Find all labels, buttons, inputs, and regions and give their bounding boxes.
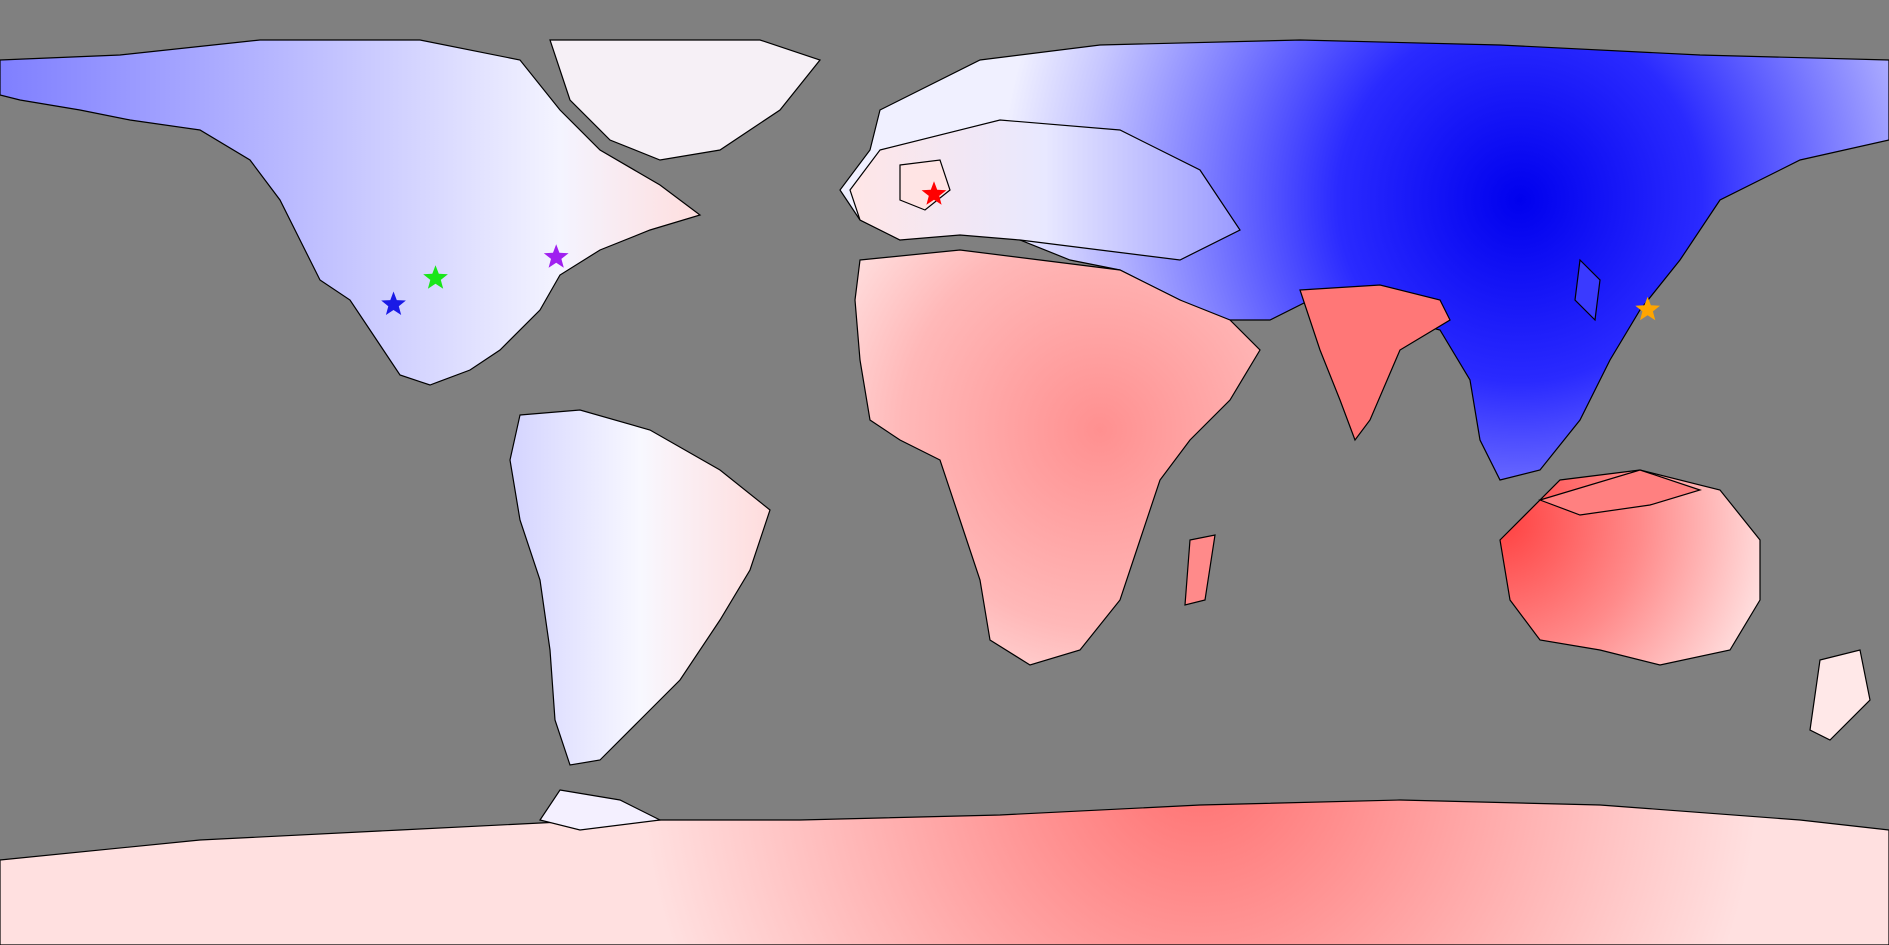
africa-land xyxy=(854,249,1261,666)
marker-red-star xyxy=(921,181,947,205)
south-america-land xyxy=(509,409,771,766)
marker-green-star xyxy=(423,265,448,289)
north-america-land xyxy=(0,39,702,386)
antarctica-land xyxy=(0,799,1889,945)
marker-layer xyxy=(381,181,1660,321)
marker-blue-star xyxy=(381,291,406,315)
madagascar-land xyxy=(1184,534,1216,606)
marker-purple-star xyxy=(543,244,569,268)
indonesia-land xyxy=(1538,469,1702,516)
new-zealand-land xyxy=(1809,649,1871,741)
india-land xyxy=(1299,284,1451,442)
western-europe-land xyxy=(849,119,1241,261)
land-masses xyxy=(0,39,1889,945)
antarctic-peninsula-land xyxy=(539,789,663,831)
australia-land xyxy=(1499,469,1761,666)
marker-orange-star xyxy=(1635,296,1660,321)
greenland-land xyxy=(549,39,822,161)
japan-land xyxy=(1574,258,1601,322)
